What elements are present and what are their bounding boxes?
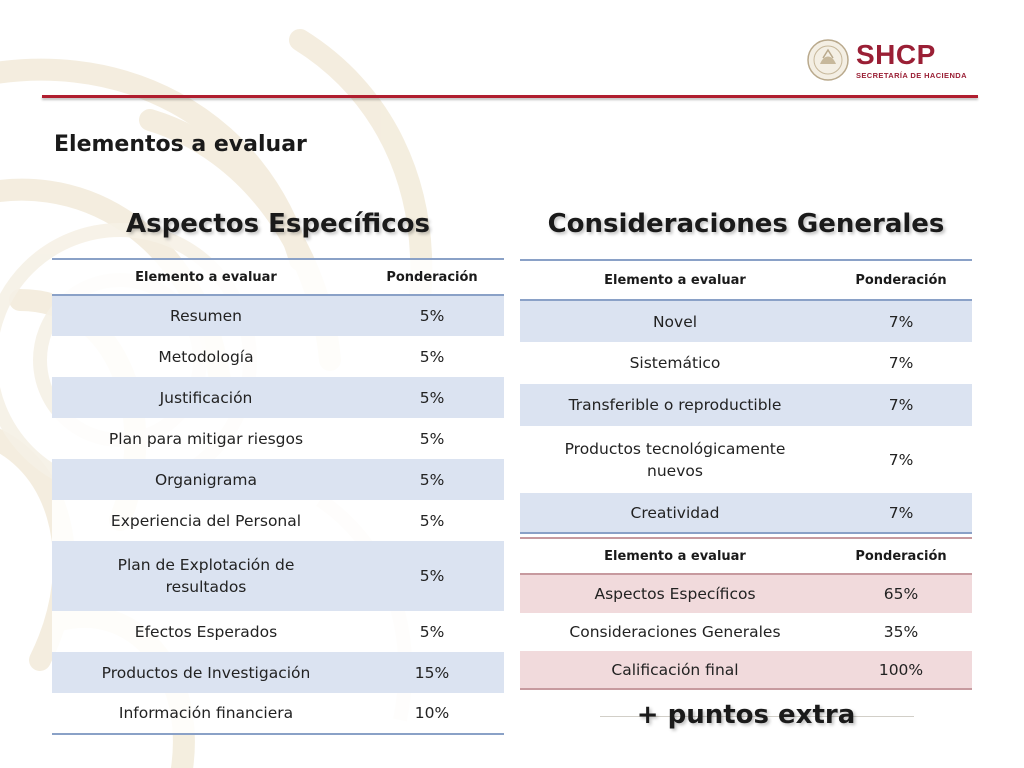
weight-cell: 15% — [360, 652, 504, 693]
element-cell: Plan para mitigar riesgos — [52, 418, 360, 459]
element-cell: Efectos Esperados — [52, 611, 360, 652]
element-cell: Información financiera — [52, 693, 360, 735]
table-row: Información financiera 10% — [52, 693, 504, 735]
table-row: Transferible o reproductible 7% — [520, 384, 972, 426]
column-header-weight: Ponderación — [360, 258, 504, 296]
consideraciones-title: Consideraciones Generales — [547, 209, 945, 239]
element-cell: Creatividad — [520, 493, 830, 534]
shcp-logo: SHCP SECRETARÍA DE HACIENDA — [806, 38, 967, 82]
column-header-weight: Ponderación — [830, 259, 972, 301]
page-title: Elementos a evaluar — [54, 132, 307, 157]
table-row: Productos de Investigación 15% — [52, 652, 504, 693]
extra-points-label: + puntos extra — [636, 700, 856, 730]
table-row: Experiencia del Personal 5% — [52, 500, 504, 541]
element-cell: Experiencia del Personal — [52, 500, 360, 541]
table-row: Resumen 5% — [52, 295, 504, 336]
logo-subtitle: SECRETARÍA DE HACIENDA — [856, 70, 967, 80]
element-cell: Resumen — [52, 295, 360, 336]
element-cell: Calificación final — [520, 651, 830, 690]
header-divider — [42, 95, 978, 98]
table-row: Aspectos Específicos 65% — [520, 574, 972, 613]
table-row: Calificación final 100% — [520, 651, 972, 690]
element-cell: Sistemático — [520, 342, 830, 384]
weight-cell: 5% — [360, 541, 504, 611]
element-cell: Productos tecnológicamente nuevos — [520, 426, 830, 493]
weight-cell: 7% — [830, 426, 972, 493]
table-row: Creatividad 7% — [520, 493, 972, 534]
weight-cell: 5% — [360, 418, 504, 459]
table-row: Sistemático 7% — [520, 342, 972, 384]
weight-cell: 10% — [360, 693, 504, 735]
table-row: Productos tecnológicamente nuevos 7% — [520, 426, 972, 493]
weight-cell: 5% — [360, 295, 504, 336]
weight-cell: 7% — [830, 300, 972, 342]
summary-table: Elemento a evaluar Ponderación Aspectos … — [520, 537, 972, 690]
table-row: Plan para mitigar riesgos 5% — [52, 418, 504, 459]
table-header-row: Elemento a evaluar Ponderación — [520, 259, 972, 301]
weight-cell: 65% — [830, 574, 972, 613]
weight-cell: 5% — [360, 459, 504, 500]
column-header-element: Elemento a evaluar — [520, 259, 830, 301]
element-cell: Organigrama — [52, 459, 360, 500]
table-row: Metodología 5% — [52, 336, 504, 377]
weight-cell: 5% — [360, 500, 504, 541]
weight-cell: 35% — [830, 613, 972, 651]
element-cell: Plan de Explotación de resultados — [52, 541, 360, 611]
consideraciones-table: Elemento a evaluar Ponderación Novel 7% S… — [520, 259, 972, 534]
table-row: Efectos Esperados 5% — [52, 611, 504, 652]
weight-cell: 100% — [830, 651, 972, 690]
weight-cell: 5% — [360, 611, 504, 652]
logo-wordmark: SHCP — [856, 38, 936, 70]
element-cell: Aspectos Específicos — [520, 574, 830, 613]
aspectos-table: Elemento a evaluar Ponderación Resumen 5%… — [52, 258, 504, 735]
national-seal-icon — [807, 39, 849, 81]
element-cell: Metodología — [52, 336, 360, 377]
table-row: Justificación 5% — [52, 377, 504, 418]
table-header-row: Elemento a evaluar Ponderación — [520, 537, 972, 575]
column-header-element: Elemento a evaluar — [520, 537, 830, 575]
element-cell: Justificación — [52, 377, 360, 418]
weight-cell: 7% — [830, 342, 972, 384]
weight-cell: 5% — [360, 336, 504, 377]
table-row: Consideraciones Generales 35% — [520, 613, 972, 651]
column-header-weight: Ponderación — [830, 537, 972, 575]
weight-cell: 7% — [830, 493, 972, 534]
decorative-underline — [600, 716, 914, 717]
aspectos-title: Aspectos Específicos — [126, 209, 430, 239]
table-row: Plan de Explotación de resultados 5% — [52, 541, 504, 611]
element-cell: Productos de Investigación — [52, 652, 360, 693]
table-row: Organigrama 5% — [52, 459, 504, 500]
element-cell: Transferible o reproductible — [520, 384, 830, 426]
weight-cell: 7% — [830, 384, 972, 426]
table-row: Novel 7% — [520, 300, 972, 342]
column-header-element: Elemento a evaluar — [52, 258, 360, 296]
element-cell: Consideraciones Generales — [520, 613, 830, 651]
weight-cell: 5% — [360, 377, 504, 418]
element-cell: Novel — [520, 300, 830, 342]
table-header-row: Elemento a evaluar Ponderación — [52, 258, 504, 296]
